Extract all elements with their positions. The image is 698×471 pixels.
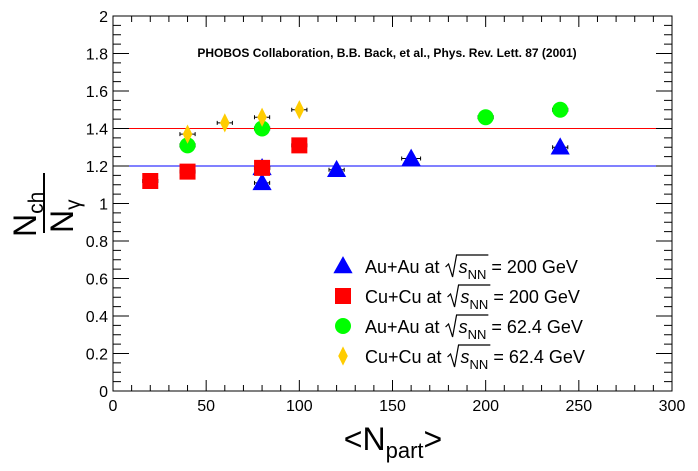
y-label-top-sub: ch <box>25 192 48 214</box>
y-tick-label: 2 <box>99 9 108 26</box>
data-point <box>254 159 271 176</box>
series-square <box>142 137 308 189</box>
x-tick-label: 100 <box>286 398 313 415</box>
y-tick-label: 1.2 <box>86 159 108 176</box>
series-diamond <box>179 100 308 144</box>
sqrt-symbol <box>447 344 491 368</box>
x-tick-label: 250 <box>565 398 592 415</box>
data-points <box>142 100 570 191</box>
y-tick-label: 0.6 <box>86 272 108 289</box>
sqrt-symbol <box>445 314 489 338</box>
y-tick-label: 0.4 <box>86 309 108 326</box>
y-tick-label: 1.8 <box>86 47 108 64</box>
y-tick-label: 0 <box>99 384 108 401</box>
sqrt-symbol <box>445 254 489 278</box>
x-tick-label: 0 <box>109 398 118 415</box>
y-label-numerator: Nch <box>7 192 48 237</box>
y-axis-label: Nch Nγ <box>7 173 85 237</box>
legend-entry-label: Cu+Cu at sNN = 62.4 GeV <box>365 347 585 372</box>
y-tick-label: 1.4 <box>86 122 108 139</box>
data-point <box>142 173 159 189</box>
data-point <box>179 137 196 154</box>
data-point <box>182 124 193 144</box>
reference-lines <box>113 128 672 167</box>
data-point <box>550 137 570 155</box>
x-tick-label: 50 <box>197 398 215 415</box>
sqrt-symbol <box>447 284 491 308</box>
y-label-top: N <box>7 214 43 237</box>
legend-entry-label: Cu+Cu at sNN = 200 GeV <box>365 287 580 312</box>
x-label-open: <N <box>344 421 386 457</box>
y-tick-label: 0.8 <box>86 234 108 251</box>
citation-annotation: PHOBOS Collaboration, B.B. Back, et al.,… <box>197 46 576 60</box>
data-point <box>401 148 421 166</box>
data-point <box>477 109 494 126</box>
x-tick-label: 150 <box>379 398 406 415</box>
y-tick-label: 1 <box>99 197 108 214</box>
x-label-sub: part <box>386 438 424 463</box>
data-point <box>252 172 272 191</box>
y-tick-label: 1.6 <box>86 84 108 101</box>
data-point <box>179 163 196 180</box>
x-tick-label: 300 <box>659 398 686 415</box>
x-tick-label: 200 <box>472 398 499 415</box>
legend-marker <box>338 346 348 366</box>
data-point <box>254 120 271 137</box>
y-label-denominator: Nγ <box>44 199 85 233</box>
legend-marker <box>335 318 351 334</box>
legend: Au+Au at sNN = 200 GeV Cu+Cu at sNN = 200… <box>333 254 585 372</box>
axes: 0 50 100 150 200 250 300 0 0.2 0.4 0.6 0.8 1 1.2 1.4 1.… <box>86 9 686 415</box>
y-label-bottom: N <box>44 210 80 233</box>
data-point <box>291 137 308 154</box>
legend-marker <box>335 288 351 304</box>
legend-entry-label: Au+Au at sNN = 200 GeV <box>365 257 578 282</box>
x-axis-label: <Npart> <box>344 421 442 463</box>
x-label-close: > <box>424 421 443 457</box>
data-point <box>220 113 230 133</box>
legend-entry-label: Au+Au at sNN = 62.4 GeV <box>365 317 583 342</box>
y-tick-label: 0.2 <box>86 347 108 364</box>
data-point <box>257 107 267 127</box>
y-label-bottom-sub: γ <box>62 199 85 210</box>
legend-marker <box>333 256 353 274</box>
data-point <box>327 159 347 177</box>
data-point <box>552 101 569 118</box>
data-point <box>294 100 305 120</box>
series-circle <box>179 101 569 154</box>
